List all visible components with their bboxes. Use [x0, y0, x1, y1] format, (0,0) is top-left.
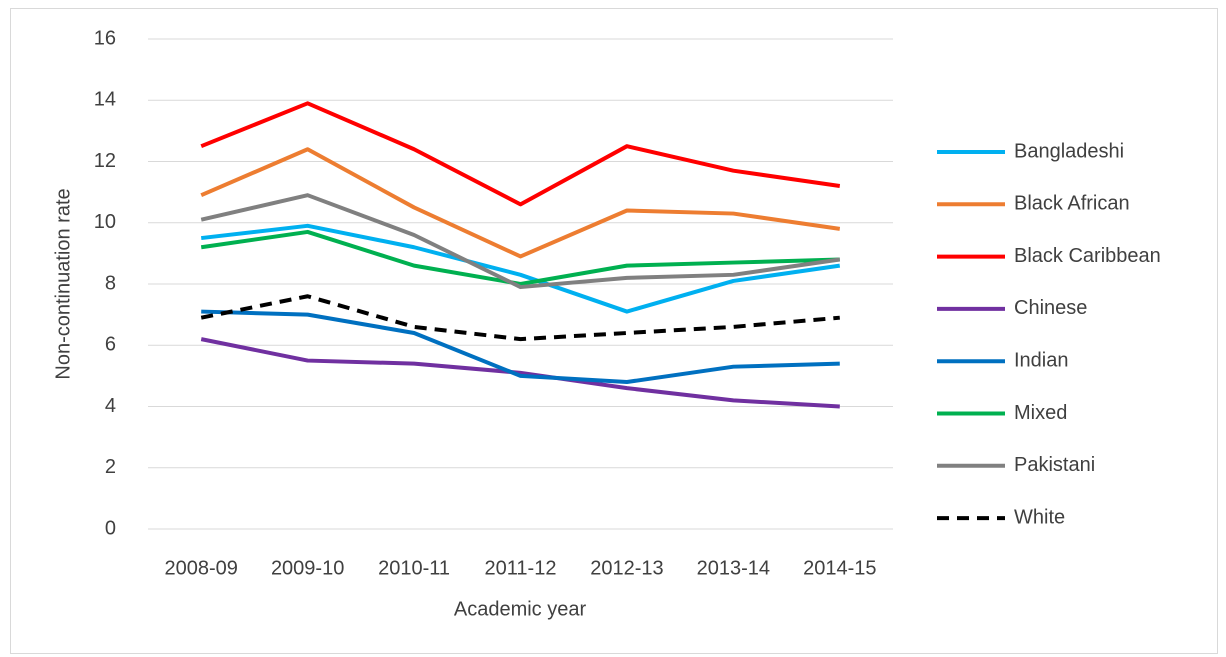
- series-line: [200, 294, 840, 342]
- series-line: [200, 147, 841, 259]
- x-tick-label: 2013-14: [697, 557, 770, 579]
- legend-label: Chinese: [1014, 297, 1087, 319]
- x-tick-label: 2011-12: [485, 557, 557, 579]
- x-tick-label: 2010-11: [378, 557, 450, 579]
- legend-label: Pakistani: [1014, 454, 1095, 476]
- series-line: [200, 229, 840, 286]
- legend-label: Mixed: [1014, 402, 1067, 424]
- y-tick-label: 0: [105, 517, 116, 539]
- x-tick-label: 2012-13: [590, 557, 663, 579]
- legend-label: White: [1014, 506, 1065, 528]
- legend-label: Black African: [1014, 193, 1130, 215]
- series-line: [200, 337, 840, 409]
- y-axis-title: Non-continuation rate: [52, 188, 74, 379]
- y-tick-label: 6: [105, 334, 116, 356]
- series-line: [201, 309, 840, 384]
- y-tick-label: 16: [94, 27, 116, 49]
- y-tick-label: 10: [94, 211, 116, 233]
- series-line: [200, 223, 841, 314]
- x-tick-label: 2014-15: [803, 557, 876, 579]
- y-tick-label: 12: [94, 150, 116, 172]
- x-axis-title: Academic year: [454, 598, 587, 620]
- series-line: [200, 101, 841, 207]
- y-tick-label: 4: [105, 395, 116, 417]
- y-tick-label: 14: [94, 89, 116, 111]
- y-tick-label: 2: [105, 456, 116, 478]
- legend-label: Bangladeshi: [1014, 140, 1124, 162]
- x-tick-label: 2009-10: [271, 557, 344, 579]
- legend-label: Black Caribbean: [1014, 245, 1161, 267]
- legend-label: Indian: [1014, 349, 1069, 371]
- series-line: [200, 193, 841, 290]
- chart-frame: [10, 8, 1218, 654]
- x-tick-label: 2008-09: [165, 557, 238, 579]
- y-tick-label: 8: [105, 272, 116, 294]
